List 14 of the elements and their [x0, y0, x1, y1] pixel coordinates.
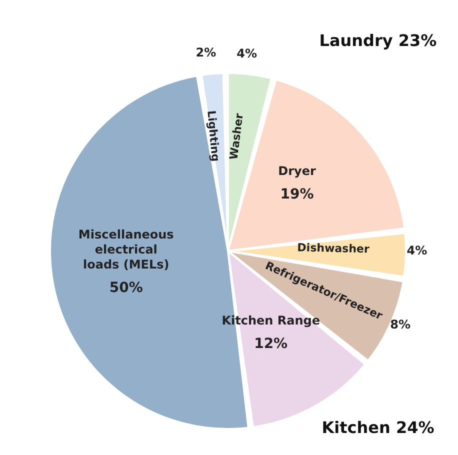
data-label: 8% — [390, 318, 410, 332]
data-label: 4% — [236, 46, 258, 60]
data-label: 50% — [109, 280, 143, 296]
slice-label: Washer — [227, 112, 246, 160]
slice-label: Miscellaneous electrical loads (MELs) — [78, 227, 174, 272]
text: Laundry 23% — [319, 31, 437, 50]
data-label: 4% — [406, 243, 428, 258]
slice-label: Dryer — [278, 164, 316, 178]
data-label: 19% — [280, 186, 314, 203]
slice-label: Lighting — [204, 110, 222, 162]
slice-label: Dishwasher — [297, 241, 370, 256]
data-label: 12% — [254, 336, 288, 352]
text: Kitchen 24% — [322, 418, 434, 437]
data-label: 2% — [196, 46, 216, 60]
